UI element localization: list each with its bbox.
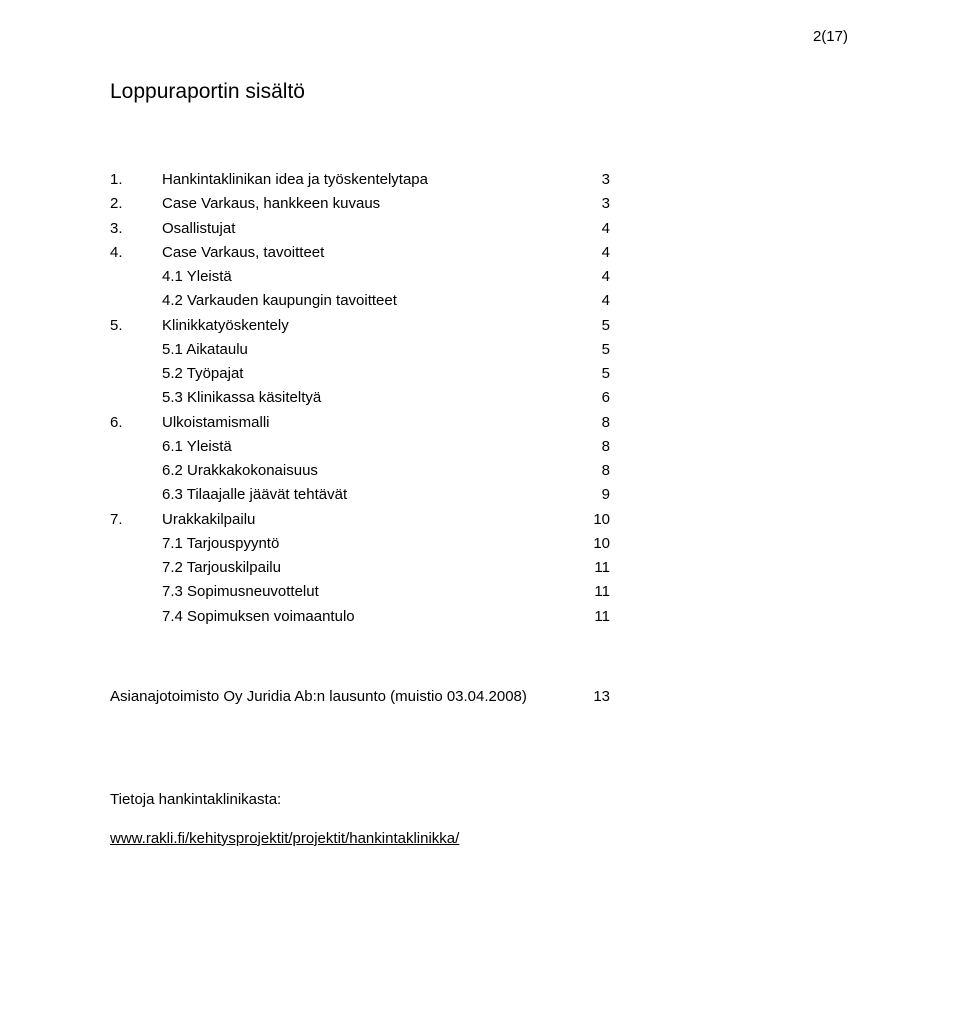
toc-row: 5.2 Työpajat5 bbox=[110, 362, 850, 385]
toc-page: 5 bbox=[570, 362, 850, 385]
appendix-label: Asianajotoimisto Oy Juridia Ab:n lausunt… bbox=[110, 688, 570, 705]
toc-row: 4.2 Varkauden kaupungin tavoitteet4 bbox=[110, 289, 850, 312]
toc-row: 7.Urakkakilpailu10 bbox=[110, 508, 850, 531]
toc-row: 4.Case Varkaus, tavoitteet4 bbox=[110, 241, 850, 264]
toc-row: 5.Klinikkatyöskentely5 bbox=[110, 314, 850, 337]
toc-row: 2.Case Varkaus, hankkeen kuvaus3 bbox=[110, 192, 850, 215]
toc-number bbox=[110, 532, 162, 555]
toc-number: 7. bbox=[110, 508, 162, 531]
toc-label: 5.1 Aikataulu bbox=[162, 338, 570, 361]
toc-row: 6.1 Yleistä8 bbox=[110, 435, 850, 458]
toc-label: Hankintaklinikan idea ja työskentelytapa bbox=[162, 168, 570, 191]
toc-label: 6.1 Yleistä bbox=[162, 435, 570, 458]
toc-row: 4.1 Yleistä4 bbox=[110, 265, 850, 288]
toc-row: 5.1 Aikataulu5 bbox=[110, 338, 850, 361]
toc-label: 6.2 Urakkakokonaisuus bbox=[162, 459, 570, 482]
toc-number bbox=[110, 435, 162, 458]
toc-label: 4.2 Varkauden kaupungin tavoitteet bbox=[162, 289, 570, 312]
toc-page: 11 bbox=[570, 556, 850, 579]
toc-page: 9 bbox=[570, 483, 850, 506]
toc-label: Ulkoistamismalli bbox=[162, 411, 570, 434]
toc-page: 3 bbox=[570, 168, 850, 191]
document-page: 2(17) Loppuraportin sisältö 1.Hankintakl… bbox=[0, 0, 960, 1023]
info-heading: Tietoja hankintaklinikasta: bbox=[110, 791, 850, 808]
toc-page: 4 bbox=[570, 289, 850, 312]
toc-page: 6 bbox=[570, 386, 850, 409]
toc-page: 10 bbox=[570, 508, 850, 531]
toc-label: 7.1 Tarjouspyyntö bbox=[162, 532, 570, 555]
toc-page: 8 bbox=[570, 459, 850, 482]
toc-page: 4 bbox=[570, 265, 850, 288]
toc-number bbox=[110, 580, 162, 603]
toc-row: 3.Osallistujat4 bbox=[110, 217, 850, 240]
toc-label: 7.3 Sopimusneuvottelut bbox=[162, 580, 570, 603]
info-link[interactable]: www.rakli.fi/kehitysprojektit/projektit/… bbox=[110, 830, 459, 847]
toc-number: 4. bbox=[110, 241, 162, 264]
toc-row: 6.2 Urakkakokonaisuus8 bbox=[110, 459, 850, 482]
toc-row: 7.4 Sopimuksen voimaantulo11 bbox=[110, 605, 850, 628]
toc-number bbox=[110, 483, 162, 506]
toc-row: 6.3 Tilaajalle jäävät tehtävät9 bbox=[110, 483, 850, 506]
appendix-page: 13 bbox=[570, 688, 850, 705]
toc-number bbox=[110, 386, 162, 409]
toc-page: 3 bbox=[570, 192, 850, 215]
table-of-contents: 1.Hankintaklinikan idea ja työskentelyta… bbox=[110, 168, 850, 628]
toc-label: Klinikkatyöskentely bbox=[162, 314, 570, 337]
toc-page: 5 bbox=[570, 338, 850, 361]
toc-page: 11 bbox=[570, 605, 850, 628]
toc-row: 7.3 Sopimusneuvottelut11 bbox=[110, 580, 850, 603]
toc-number bbox=[110, 459, 162, 482]
toc-label: 4.1 Yleistä bbox=[162, 265, 570, 288]
toc-number bbox=[110, 338, 162, 361]
toc-page: 10 bbox=[570, 532, 850, 555]
toc-label: 6.3 Tilaajalle jäävät tehtävät bbox=[162, 483, 570, 506]
toc-number: 3. bbox=[110, 217, 162, 240]
toc-label: 5.3 Klinikassa käsiteltyä bbox=[162, 386, 570, 409]
toc-number: 2. bbox=[110, 192, 162, 215]
toc-label: Urakkakilpailu bbox=[162, 508, 570, 531]
toc-page: 4 bbox=[570, 241, 850, 264]
toc-label: 7.4 Sopimuksen voimaantulo bbox=[162, 605, 570, 628]
toc-row: 5.3 Klinikassa käsiteltyä6 bbox=[110, 386, 850, 409]
info-section: Tietoja hankintaklinikasta: www.rakli.fi… bbox=[110, 791, 850, 847]
toc-row: 7.2 Tarjouskilpailu11 bbox=[110, 556, 850, 579]
toc-number: 6. bbox=[110, 411, 162, 434]
toc-page: 8 bbox=[570, 411, 850, 434]
toc-number bbox=[110, 289, 162, 312]
toc-label: 7.2 Tarjouskilpailu bbox=[162, 556, 570, 579]
toc-number bbox=[110, 605, 162, 628]
toc-page: 4 bbox=[570, 217, 850, 240]
toc-page: 5 bbox=[570, 314, 850, 337]
toc-page: 8 bbox=[570, 435, 850, 458]
toc-label: Osallistujat bbox=[162, 217, 570, 240]
toc-page: 11 bbox=[570, 580, 850, 603]
page-number: 2(17) bbox=[813, 28, 848, 45]
toc-label: Case Varkaus, hankkeen kuvaus bbox=[162, 192, 570, 215]
toc-number: 5. bbox=[110, 314, 162, 337]
document-title: Loppuraportin sisältö bbox=[110, 80, 850, 104]
toc-number bbox=[110, 556, 162, 579]
toc-number: 1. bbox=[110, 168, 162, 191]
toc-number bbox=[110, 362, 162, 385]
toc-label: Case Varkaus, tavoitteet bbox=[162, 241, 570, 264]
toc-row: 7.1 Tarjouspyyntö10 bbox=[110, 532, 850, 555]
toc-row: 1.Hankintaklinikan idea ja työskentelyta… bbox=[110, 168, 850, 191]
toc-label: 5.2 Työpajat bbox=[162, 362, 570, 385]
appendix-entry: Asianajotoimisto Oy Juridia Ab:n lausunt… bbox=[110, 688, 850, 705]
toc-number bbox=[110, 265, 162, 288]
toc-row: 6.Ulkoistamismalli8 bbox=[110, 411, 850, 434]
